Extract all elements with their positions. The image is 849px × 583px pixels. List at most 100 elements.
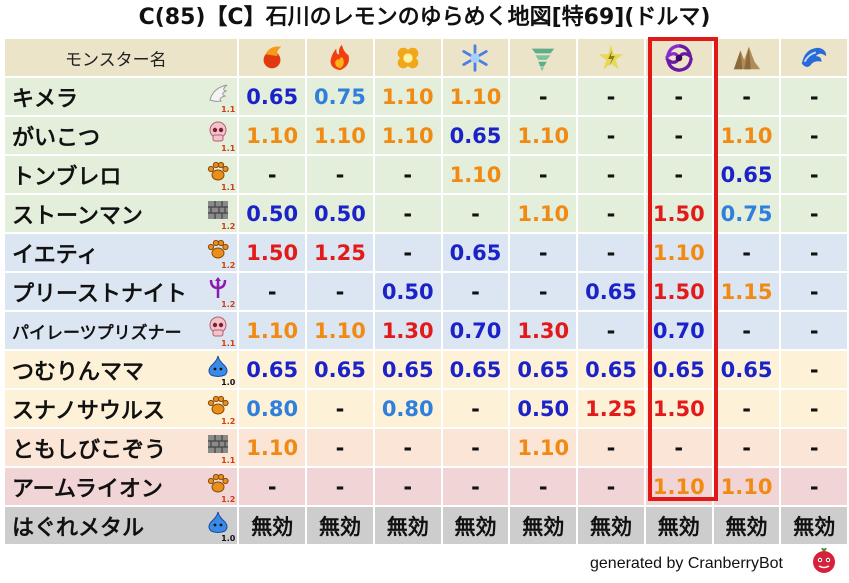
resistance-value-gira: 0.75 — [307, 78, 373, 115]
resistance-value-io: 0.65 — [374, 351, 441, 388]
resistance-value-io: 0.50 — [374, 273, 441, 310]
monster-row: パイレーツプリズナー 1.1 1.10 1.10 1.30 0.70 1.30-0.70- - — [5, 312, 847, 349]
resistance-value-mera: 無効 — [239, 507, 306, 544]
resistance-value-mera: 0.65 — [239, 351, 306, 388]
resistance-value-dein: - — [578, 195, 644, 232]
lightning-star-icon — [598, 44, 624, 69]
resistance-value-baki: 1.30 — [510, 312, 577, 349]
resistance-value-hyado: 0.65 — [442, 351, 509, 388]
monster-name-cell: がいこつ 1.1 — [5, 117, 238, 154]
resistance-value-doruma: 0.70 — [645, 312, 712, 349]
element-header-baki — [510, 39, 577, 76]
paw-icon — [208, 473, 229, 493]
resistance-value-hyado: 1.10 — [442, 156, 509, 193]
element-header-hyado — [442, 39, 509, 76]
brick-icon — [208, 201, 229, 219]
size-scale: 1.1 — [221, 456, 236, 465]
size-scale: 1.2 — [221, 417, 236, 426]
monster-name-header: モンスター名 — [65, 50, 167, 70]
resistance-value-water: - — [781, 390, 847, 427]
resistance-value-gira: - — [307, 468, 373, 505]
monster-row: ストーンマン 1.2 0.50 0.50- -1.10-1.50 0.75- — [5, 195, 847, 232]
tornado-icon — [532, 48, 555, 71]
wing-icon — [209, 84, 228, 102]
resistance-value-doruma: 無効 — [645, 507, 712, 544]
resistance-value-dein: - — [578, 117, 644, 154]
monster-name-cell: トンブレロ 1.1 — [5, 156, 238, 193]
monster-row: アームライオン 1.2- - - - - -1.10 1.10- — [5, 468, 847, 505]
resistance-value-gira: 0.65 — [307, 351, 373, 388]
resistance-value-io: - — [374, 468, 441, 505]
element-header-doruma — [645, 39, 712, 76]
resistance-value-hyado: 0.65 — [442, 234, 509, 271]
resistance-value-dein: - — [578, 78, 644, 115]
monster-name: プリーストナイト — [12, 281, 187, 307]
page-title: C(85)【C】石川のレモンのゆらめく地図[特69](ドルマ) — [138, 5, 711, 30]
resistance-value-io: - — [374, 156, 441, 193]
monster-name: アームライオン — [12, 476, 163, 502]
element-header-jibaria — [713, 39, 780, 76]
monster-row: がいこつ 1.1 1.10 1.10 1.10 0.65 1.10- -1.10- — [5, 117, 847, 154]
paw-icon — [208, 161, 229, 181]
resistance-value-doruma: 1.50 — [645, 195, 712, 232]
resistance-value-dein: 1.25 — [578, 390, 644, 427]
slime-icon — [208, 355, 228, 377]
size-scale: 1.1 — [221, 183, 236, 192]
resistance-value-jibaria: - — [713, 429, 780, 466]
monster-row: スナノサウルス 1.2 0.80-0.80-0.50 1.25 1.50- - — [5, 390, 847, 427]
resistance-value-baki: - — [510, 156, 577, 193]
resistance-value-gira: 1.10 — [307, 117, 373, 154]
flame-icon — [330, 44, 349, 70]
skull-icon — [209, 316, 227, 337]
header-name-cell: モンスター名 — [5, 39, 238, 76]
resistance-value-water: - — [781, 195, 847, 232]
resistance-value-gira: 0.50 — [307, 195, 373, 232]
brick-icon — [208, 435, 229, 453]
fire-ball-icon — [263, 45, 282, 68]
resistance-value-baki: 1.10 — [510, 117, 577, 154]
resistance-value-hyado: - — [442, 273, 509, 310]
monster-row: キメラ 1.1 0.65 0.75 1.10 1.10- - - - - — [5, 78, 847, 115]
monster-name-cell: ともしびこぞう 1.1 — [5, 429, 238, 466]
resistance-value-water: - — [781, 156, 847, 193]
trident-icon — [210, 277, 227, 298]
size-scale: 1.2 — [221, 261, 236, 270]
resistance-value-water: - — [781, 234, 847, 271]
element-header-dein — [578, 39, 644, 76]
resistance-value-baki: 0.65 — [510, 351, 577, 388]
monster-name: トンブレロ — [12, 164, 122, 190]
resistance-table: モンスター名 キメラ 1.1 0.65 0.75 1.10 1.10- - - - - がいこつ 1.1… — [3, 37, 849, 546]
highlight-column-frame — [648, 37, 718, 501]
skull-icon — [209, 121, 227, 142]
resistance-value-dein: - — [578, 429, 644, 466]
resistance-value-water: - — [781, 429, 847, 466]
resistance-value-io: - — [374, 195, 441, 232]
resistance-value-hyado: 0.70 — [442, 312, 509, 349]
monster-name-cell: つむりんママ 1.0 — [5, 351, 238, 388]
monster-name-cell: プリーストナイト 1.2 — [5, 273, 238, 310]
monster-name-cell: イエティ 1.2 — [5, 234, 238, 271]
resistance-value-baki: 0.50 — [510, 390, 577, 427]
monster-row: ともしびこぞう 1.1 1.10- - -1.10- - - - — [5, 429, 847, 466]
rock-spikes-icon — [733, 46, 760, 69]
resistance-value-doruma: 1.50 — [645, 273, 712, 310]
resistance-value-doruma: - — [645, 429, 712, 466]
paw-icon — [208, 395, 229, 415]
resistance-value-dein: 無効 — [578, 507, 644, 544]
resistance-value-mera: 0.80 — [239, 390, 306, 427]
resistance-value-hyado: 無効 — [442, 507, 509, 544]
resistance-value-dein: - — [578, 234, 644, 271]
resistance-value-jibaria: - — [713, 78, 780, 115]
resistance-value-gira: - — [307, 156, 373, 193]
monster-name: つむりんママ — [12, 359, 145, 385]
element-header-gira — [307, 39, 373, 76]
resistance-value-mera: - — [239, 273, 306, 310]
monster-row: つむりんママ 1.0 0.65 0.65 0.65 0.65 0.65 0.65 0.65 0.6… — [5, 351, 847, 388]
resistance-value-mera: 1.10 — [239, 117, 306, 154]
dark-swirl-icon — [665, 43, 693, 72]
resistance-value-dein: - — [578, 156, 644, 193]
resistance-value-doruma: - — [645, 117, 712, 154]
element-header-io — [374, 39, 441, 76]
element-header-water — [781, 39, 847, 76]
wave-icon — [802, 47, 827, 67]
